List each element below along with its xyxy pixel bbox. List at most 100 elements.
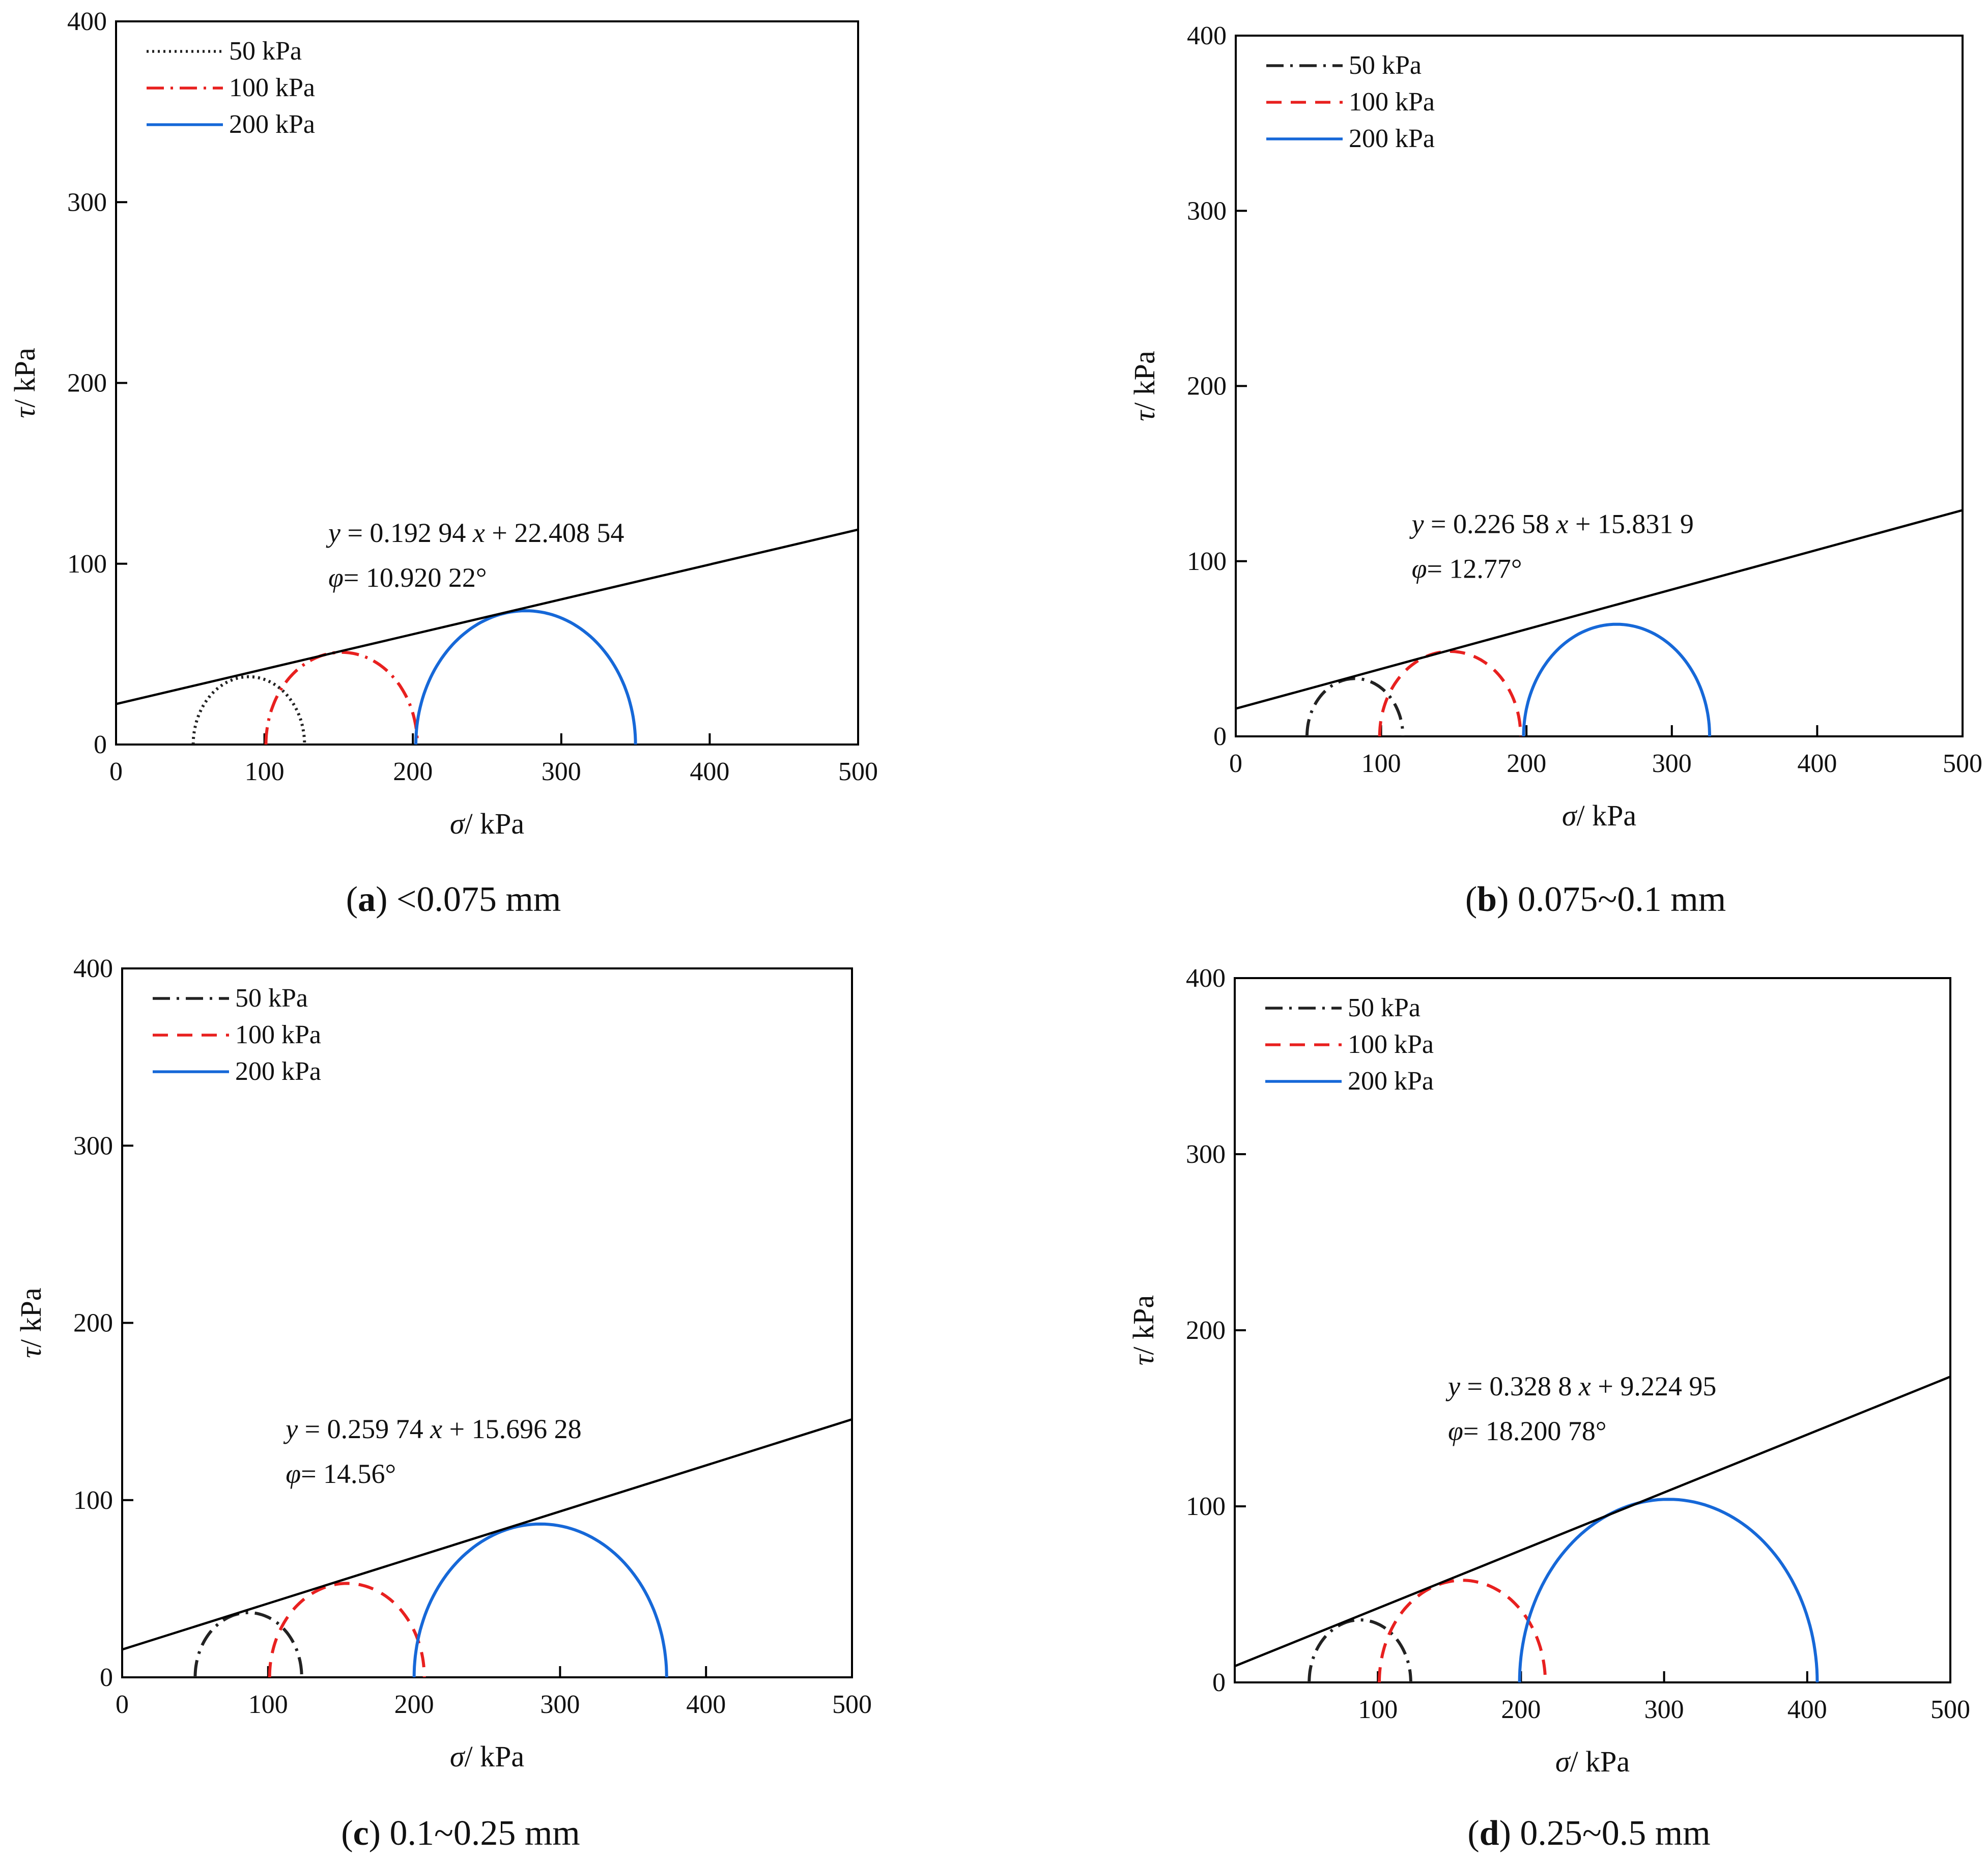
mohr-circle-100-kpa bbox=[1378, 1579, 1547, 1682]
y-tick-label: 200 bbox=[1186, 1316, 1226, 1345]
equation-slope: = 0.192 94 bbox=[340, 518, 473, 548]
equation-y: y bbox=[1409, 509, 1424, 539]
x-axis-unit: / kPa bbox=[1570, 1745, 1630, 1778]
y-tick-label: 400 bbox=[73, 954, 113, 983]
x-axis-symbol: σ bbox=[450, 1740, 466, 1773]
caption-letter: d bbox=[1480, 1814, 1499, 1853]
panel-caption: (c) 0.1~0.25 mm bbox=[341, 1814, 580, 1853]
y-axis-unit: / kPa bbox=[1128, 351, 1161, 411]
equation-x: x bbox=[430, 1414, 442, 1444]
mohr-circle-100-kpa bbox=[268, 1582, 426, 1677]
y-axis-label: τ/ kPa bbox=[8, 348, 41, 418]
y-tick-label: 400 bbox=[1187, 21, 1227, 50]
equation-label: y = 0.328 8 x + 9.224 95 bbox=[1445, 1371, 1716, 1402]
caption-close-paren: ) bbox=[376, 880, 387, 919]
x-axis-label: σ/ kPa bbox=[450, 1740, 524, 1773]
x-tick-label: 100 bbox=[1361, 749, 1401, 778]
phi-value: = 12.77° bbox=[1427, 554, 1522, 584]
legend-label-1: 50 kPa bbox=[1348, 993, 1421, 1022]
mohr-circle-50-kpa bbox=[1305, 677, 1405, 736]
mohr-circle-200-kpa bbox=[1522, 622, 1712, 736]
strength-envelope-line bbox=[122, 1418, 852, 1651]
strength-envelope-line bbox=[1236, 509, 1963, 710]
strength-envelope-line bbox=[116, 528, 858, 705]
x-tick-label: 500 bbox=[1930, 1695, 1970, 1724]
x-tick-label: 500 bbox=[838, 757, 878, 786]
equation-slope: = 0.226 58 bbox=[1424, 509, 1556, 539]
y-tick-label: 400 bbox=[1186, 964, 1226, 993]
friction-angle-label: φ= 10.920 22° bbox=[328, 562, 487, 593]
y-axis-unit: / kPa bbox=[14, 1288, 47, 1348]
friction-angle-label: φ= 14.56° bbox=[286, 1458, 396, 1489]
equation-x: x bbox=[1556, 509, 1569, 539]
x-axis-label: σ/ kPa bbox=[1555, 1745, 1630, 1778]
y-tick-label: 300 bbox=[73, 1131, 113, 1160]
x-tick-label: 100 bbox=[1358, 1695, 1398, 1724]
phi-value: = 14.56° bbox=[301, 1458, 396, 1489]
caption-close-paren: ) bbox=[369, 1814, 381, 1853]
y-axis-label: τ/ kPa bbox=[1128, 351, 1161, 421]
legend-label-2: 100 kPa bbox=[235, 1020, 321, 1049]
equation-slope: = 0.259 74 bbox=[298, 1414, 430, 1444]
legend-label-1: 50 kPa bbox=[1349, 51, 1422, 80]
x-axis-unit: / kPa bbox=[464, 807, 524, 840]
y-tick-label: 400 bbox=[67, 7, 107, 36]
x-tick-label: 400 bbox=[690, 757, 729, 786]
x-tick-label: 300 bbox=[540, 1690, 580, 1719]
y-tick-label: 100 bbox=[73, 1486, 113, 1515]
caption-text: 0.075~0.1 mm bbox=[1509, 880, 1726, 919]
equation-intercept: + 9.224 95 bbox=[1591, 1371, 1716, 1402]
y-tick-label: 300 bbox=[67, 188, 107, 217]
y-axis-symbol: τ bbox=[8, 407, 41, 418]
x-tick-label: 0 bbox=[109, 757, 123, 786]
caption-letter: b bbox=[1477, 880, 1497, 919]
legend-label-3: 200 kPa bbox=[235, 1057, 321, 1086]
mohr-circle-100-kpa bbox=[264, 650, 419, 745]
y-tick-label: 200 bbox=[1187, 372, 1227, 401]
panel-caption: (a) <0.075 mm bbox=[346, 880, 561, 919]
x-tick-label: 300 bbox=[1644, 1695, 1684, 1724]
phi-symbol: φ bbox=[286, 1458, 301, 1489]
caption-text: 0.1~0.25 mm bbox=[381, 1814, 580, 1853]
x-axis-unit: / kPa bbox=[464, 1740, 524, 1773]
caption-open-paren: ( bbox=[346, 880, 358, 919]
caption-open-paren: ( bbox=[341, 1814, 353, 1853]
x-axis-unit: / kPa bbox=[1576, 799, 1636, 832]
y-tick-label: 0 bbox=[100, 1663, 113, 1692]
x-axis-label: σ/ kPa bbox=[1562, 799, 1636, 832]
friction-angle-label: φ= 18.200 78° bbox=[1448, 1416, 1606, 1446]
x-tick-label: 400 bbox=[1787, 1695, 1827, 1724]
caption-letter: c bbox=[353, 1814, 369, 1853]
phi-value: = 10.920 22° bbox=[344, 562, 487, 593]
mohr-circle-100-kpa bbox=[1378, 649, 1522, 736]
panel-caption: (b) 0.075~0.1 mm bbox=[1465, 880, 1726, 919]
panel-caption: (d) 0.25~0.5 mm bbox=[1467, 1814, 1710, 1853]
plot-frame bbox=[1235, 35, 1964, 737]
mohr-circle-200-kpa bbox=[1518, 1498, 1819, 1682]
y-tick-label: 0 bbox=[1213, 722, 1227, 751]
y-axis-label: τ/ kPa bbox=[14, 1288, 47, 1358]
x-tick-label: 0 bbox=[116, 1690, 129, 1719]
equation-y: y bbox=[1445, 1371, 1460, 1402]
phi-symbol: φ bbox=[1412, 554, 1427, 584]
equation-label: y = 0.259 74 x + 15.696 28 bbox=[283, 1414, 581, 1444]
x-axis-label: σ/ kPa bbox=[450, 807, 524, 840]
caption-close-paren: ) bbox=[1497, 880, 1509, 919]
caption-text: <0.075 mm bbox=[387, 880, 561, 919]
phi-symbol: φ bbox=[1448, 1416, 1463, 1446]
y-tick-label: 100 bbox=[67, 550, 107, 579]
caption-open-paren: ( bbox=[1467, 1814, 1479, 1853]
y-tick-label: 300 bbox=[1187, 196, 1227, 225]
y-axis-label: τ/ kPa bbox=[1127, 1295, 1160, 1365]
caption-open-paren: ( bbox=[1465, 880, 1477, 919]
phi-value: = 18.200 78° bbox=[1463, 1416, 1607, 1446]
legend-label-2: 100 kPa bbox=[1349, 88, 1435, 117]
y-tick-label: 0 bbox=[1212, 1668, 1226, 1697]
x-tick-label: 100 bbox=[245, 757, 285, 786]
x-tick-label: 300 bbox=[1652, 749, 1692, 778]
mohr-circle-200-kpa bbox=[414, 609, 637, 745]
